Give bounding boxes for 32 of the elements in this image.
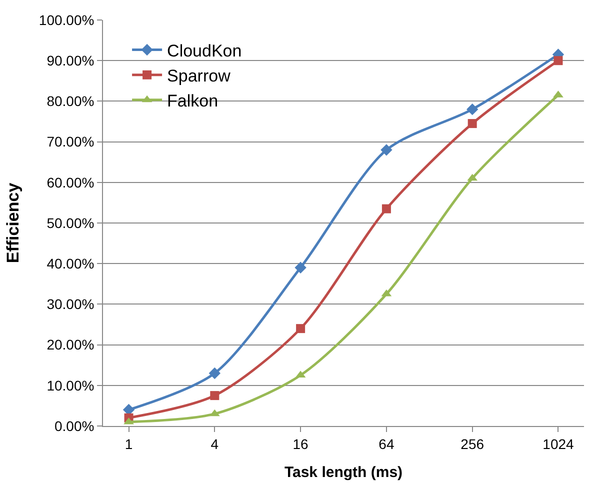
x-tick-label: 256 — [460, 436, 484, 452]
legend-label: Falkon — [167, 92, 218, 111]
point — [294, 262, 306, 274]
point — [468, 119, 477, 128]
x-tick-label: 16 — [292, 436, 309, 452]
x-tick-label: 4 — [210, 436, 219, 452]
y-axis-title: Efficiency — [3, 182, 22, 264]
y-tick-label: 90.00% — [46, 52, 94, 68]
x-tick-label: 64 — [378, 436, 394, 452]
x-tick-label: 1024 — [542, 436, 574, 452]
legend-label: CloudKon — [167, 41, 242, 60]
point — [210, 391, 220, 400]
point — [296, 324, 306, 334]
y-tick-label: 0.00% — [54, 418, 94, 434]
point — [554, 56, 563, 66]
y-tick-label: 10.00% — [46, 377, 94, 394]
y-tick-label: 50.00% — [46, 214, 94, 231]
legend-label: Sparrow — [167, 66, 232, 86]
x-tick-label: 1 — [124, 436, 133, 452]
y-tick-label: 70.00% — [46, 134, 94, 150]
point — [380, 144, 392, 156]
point — [466, 103, 478, 116]
y-tick-label: 30.00% — [46, 296, 94, 312]
y-tick-label: 40.00% — [46, 256, 94, 272]
x-axis-title: Task length (ms) — [284, 464, 403, 481]
y-tick-label: 60.00% — [46, 174, 94, 190]
point — [124, 417, 134, 424]
point — [382, 204, 391, 214]
point — [208, 367, 221, 380]
y-tick-label: 100.00% — [38, 12, 94, 28]
y-tick-label: 20.00% — [46, 336, 94, 353]
y-tick-label: 80.00% — [46, 93, 94, 110]
